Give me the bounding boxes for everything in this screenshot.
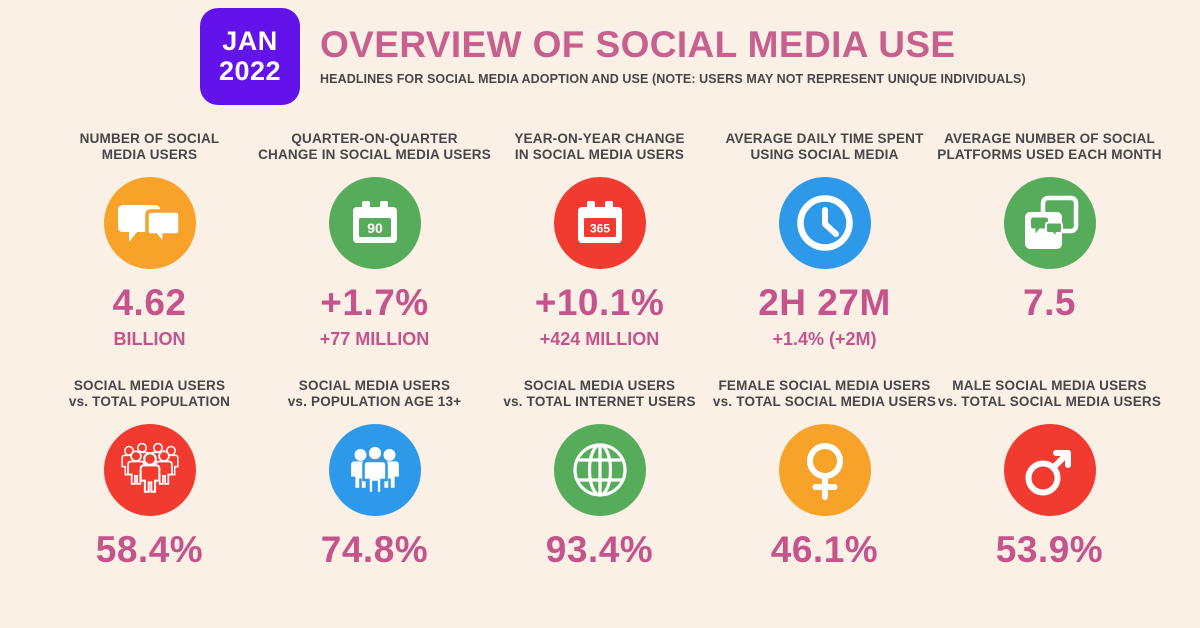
stat-subvalue: BILLION	[113, 329, 186, 349]
title-block: OVERVIEW OF SOCIAL MEDIA USE HEADLINES F…	[320, 26, 1026, 86]
page-subtitle: HEADLINES FOR SOCIAL MEDIA ADOPTION AND …	[320, 72, 1026, 86]
stat-value: 74.8%	[320, 529, 429, 570]
stat-value: 53.9%	[995, 529, 1104, 570]
page-title: OVERVIEW OF SOCIAL MEDIA USE	[320, 24, 956, 65]
chat-bubbles-icon	[103, 177, 196, 269]
stat-label: SOCIAL MEDIA USERS vs. TOTAL INTERNET US…	[503, 378, 696, 410]
stat-label: SOCIAL MEDIA USERS vs. TOTAL POPULATION	[68, 378, 231, 410]
stat-qoq-change: QUARTER-ON-QUARTER CHANGE IN SOCIAL MEDI…	[258, 131, 491, 350]
stat-value: 93.4%	[545, 529, 654, 570]
stat-value: 58.4%	[95, 529, 204, 570]
stat-value: 46.1%	[770, 529, 879, 570]
badge-month: JAN	[222, 25, 278, 56]
stat-male-users-share: MALE SOCIAL MEDIA USERS vs. TOTAL SOCIAL…	[937, 378, 1162, 597]
stat-subvalue: +1.4% (+2M)	[772, 329, 877, 349]
clock-icon	[778, 177, 871, 269]
stacked-platforms-icon	[1003, 177, 1096, 269]
stat-platforms-per-month: AVERAGE NUMBER OF SOCIAL PLATFORMS USED …	[937, 131, 1162, 350]
stat-value: +1.7%	[320, 282, 429, 323]
crowd-icon	[103, 424, 196, 516]
stats-row-2: SOCIAL MEDIA USERS vs. TOTAL POPULATION	[37, 378, 1163, 597]
stat-label: MALE SOCIAL MEDIA USERS vs. TOTAL SOCIAL…	[937, 378, 1162, 410]
svg-text:365: 365	[589, 222, 609, 236]
male-symbol-icon	[1003, 424, 1096, 516]
calendar-365-icon: 365	[553, 177, 646, 269]
stat-subvalue: +424 MILLION	[539, 329, 660, 349]
stat-yoy-change: YEAR-ON-YEAR CHANGE IN SOCIAL MEDIA USER…	[487, 131, 712, 350]
stat-label: NUMBER OF SOCIAL MEDIA USERS	[79, 131, 220, 163]
calendar-90-icon: 90	[328, 177, 421, 269]
stat-label: AVERAGE DAILY TIME SPENT USING SOCIAL ME…	[725, 131, 924, 163]
stat-value: +10.1%	[534, 282, 665, 323]
stat-label: SOCIAL MEDIA USERS vs. POPULATION AGE 13…	[287, 378, 462, 410]
stat-label: AVERAGE NUMBER OF SOCIAL PLATFORMS USED …	[937, 131, 1162, 163]
stat-daily-time-spent: AVERAGE DAILY TIME SPENT USING SOCIAL ME…	[712, 131, 937, 350]
date-badge: JAN 2022	[200, 8, 300, 105]
stat-number-of-social-media-users: NUMBER OF SOCIAL MEDIA USERS 4.62 BILLIO…	[37, 131, 262, 350]
three-people-icon	[328, 424, 421, 516]
stat-value: 7.5	[1023, 282, 1076, 323]
stat-value: 2H 27M	[758, 282, 891, 323]
stat-female-users-share: FEMALE SOCIAL MEDIA USERS vs. TOTAL SOCI…	[712, 378, 937, 597]
stat-value: 4.62	[112, 282, 187, 323]
header: JAN 2022 OVERVIEW OF SOCIAL MEDIA USE HE…	[0, 0, 1200, 105]
stats-row-1: NUMBER OF SOCIAL MEDIA USERS 4.62 BILLIO…	[37, 131, 1163, 350]
svg-text:90: 90	[367, 220, 383, 236]
stat-users-vs-age13plus: SOCIAL MEDIA USERS vs. POPULATION AGE 13…	[262, 378, 487, 597]
badge-year: 2022	[218, 55, 282, 86]
stat-label: FEMALE SOCIAL MEDIA USERS vs. TOTAL SOCI…	[712, 378, 937, 410]
stat-subvalue: +77 MILLION	[319, 329, 430, 349]
globe-icon	[553, 424, 646, 516]
stat-label: YEAR-ON-YEAR CHANGE IN SOCIAL MEDIA USER…	[514, 131, 685, 163]
stat-label: QUARTER-ON-QUARTER CHANGE IN SOCIAL MEDI…	[258, 131, 491, 163]
stats-grid: NUMBER OF SOCIAL MEDIA USERS 4.62 BILLIO…	[0, 131, 1200, 597]
female-symbol-icon	[778, 424, 871, 516]
stat-users-vs-internet-users: SOCIAL MEDIA USERS vs. TOTAL INTERNET US…	[487, 378, 712, 597]
stat-users-vs-population: SOCIAL MEDIA USERS vs. TOTAL POPULATION	[37, 378, 262, 597]
